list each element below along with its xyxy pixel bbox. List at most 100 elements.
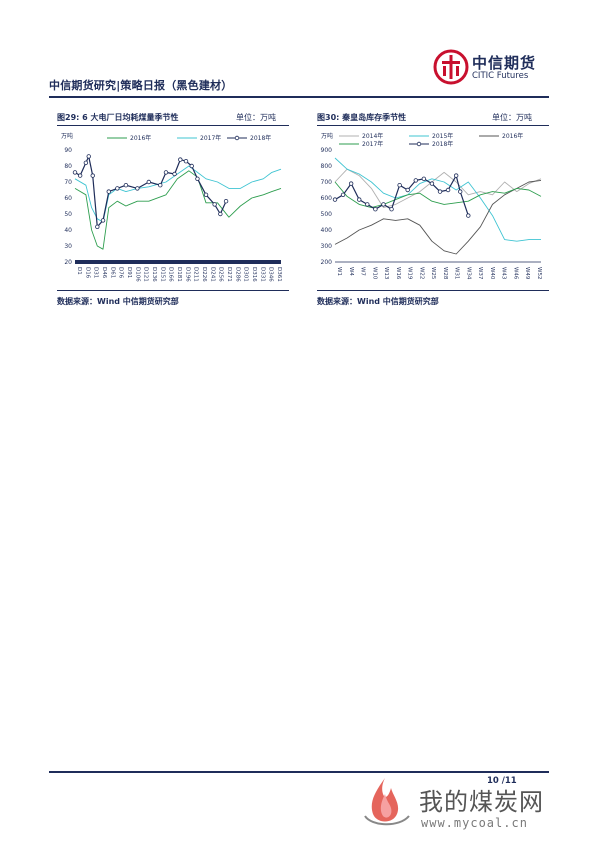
chart-0-xtick: D196 (184, 267, 190, 282)
series-line-2015年 (334, 157, 541, 242)
chart-1-xtick: W7 (360, 267, 366, 276)
legend-label-2018年: 2018年 (250, 134, 271, 142)
chart-0-ytick: 80 (64, 163, 72, 170)
chart-0-xtick: D301 (243, 267, 249, 282)
data-point-2018年 (381, 202, 386, 207)
flame-logo-icon (364, 778, 410, 826)
data-point-2018年 (453, 173, 459, 178)
chart-1-unit-label: 万吨 (321, 132, 333, 140)
data-point-2018年 (212, 202, 217, 207)
chart-1-xtick: W16 (395, 267, 401, 280)
logo-text-cn: 中信期货 (472, 54, 537, 72)
chart-1-xtick: W34 (465, 267, 471, 280)
data-point-2018年 (106, 189, 111, 194)
chart-0-xtick: D16 (84, 267, 90, 279)
data-point-2018年 (458, 189, 463, 194)
chart-0-xtick: D181 (176, 267, 182, 282)
series-line-2017年 (334, 181, 542, 209)
data-point-2018年 (373, 206, 378, 212)
chart-1-xtick: W4 (348, 267, 354, 276)
figure-29-unit: 单位：万吨 (236, 113, 276, 122)
data-point-2018年 (466, 213, 471, 218)
chart-0-xtick: D211 (193, 267, 199, 282)
chart-1-xtick: W28 (442, 267, 448, 280)
chart-0-xtick: D61 (109, 267, 115, 278)
chart-1-xtick: W43 (501, 267, 507, 280)
chart-0-xtick: D136 (151, 267, 157, 282)
chart-0-xtick: D241 (209, 267, 215, 282)
data-point-2018年 (405, 187, 410, 193)
data-point-2018年 (413, 178, 418, 183)
legend-label-2016年: 2016年 (502, 132, 523, 140)
data-point-2018年 (123, 183, 129, 188)
chart-0-xtick: D121 (143, 267, 149, 282)
chart-1-ytick: 800 (321, 163, 333, 170)
data-point-2018年 (348, 181, 354, 186)
chart-1-ytick: 600 (321, 195, 333, 202)
data-point-2018年 (203, 192, 209, 197)
data-point-2018年 (357, 197, 362, 202)
chart-1-xtick: W46 (512, 267, 518, 280)
chart-1-ytick: 400 (321, 227, 333, 234)
chart-0-unit-label: 万吨 (61, 132, 73, 140)
legend-label-2016年: 2016年 (130, 134, 151, 142)
legend-label-2017年: 2017年 (362, 140, 383, 148)
chart-1-xtick: W19 (407, 267, 413, 280)
chart-0-xtick: D151 (159, 267, 165, 282)
data-point-2018年 (115, 186, 120, 191)
data-point-2018年 (178, 157, 183, 162)
data-point-2018年 (340, 192, 346, 197)
chart-1-xtick: W25 (430, 267, 436, 280)
chart-0-xtick: D331 (259, 267, 265, 282)
chart-1-xtick: W52 (536, 267, 542, 279)
data-point-2018年 (83, 160, 89, 165)
data-point-2018年 (172, 171, 177, 177)
figure-30-title: 图30: 秦皇岛库存季节性 (317, 113, 407, 122)
chart-0-xtick: D256 (218, 267, 224, 282)
chart-1-xtick: W31 (454, 267, 460, 279)
data-point-2018年 (72, 170, 78, 175)
logo-text-en: CITIC Futures (472, 71, 529, 81)
chart-0-xtick: D286 (234, 267, 240, 282)
watermark-title: 我的煤炭网 (419, 788, 544, 816)
legend-label-2015年: 2015年 (432, 132, 453, 140)
data-point-2018年 (218, 211, 223, 217)
chart-1-xtick: W49 (524, 267, 530, 280)
chart-0-xtick: D76 (118, 267, 124, 279)
chart-1-xtick: W10 (371, 267, 377, 280)
chart-1-ytick: 900 (321, 147, 333, 154)
chart-0-ytick: 90 (64, 147, 72, 154)
chart-0-ytick: 70 (64, 179, 72, 186)
figure-29-top-rule (57, 125, 289, 126)
chart-0-ytick: 40 (64, 227, 72, 234)
chart-0-xtick: D346 (268, 267, 274, 282)
chart-0-xtick: D106 (134, 267, 140, 282)
data-point-2018年 (195, 176, 200, 181)
chart-1-xtick: W40 (489, 267, 495, 280)
data-point-2018年 (183, 159, 189, 164)
series-line-2016年 (74, 170, 282, 250)
legend-label-2017年: 2017年 (200, 134, 221, 142)
chart-0-ytick: 50 (64, 211, 72, 218)
data-point-2018年 (90, 173, 95, 178)
chart-0-xtick: D271 (226, 267, 232, 282)
figure-30-unit: 单位：万吨 (492, 113, 532, 122)
watermark-url: www.mycoal.cn (421, 816, 528, 830)
page-number: 10 /11 (487, 776, 517, 786)
data-point-2018年 (365, 202, 370, 207)
data-point-2018年 (95, 224, 100, 229)
series-line-2016年 (334, 179, 542, 255)
data-point-2018年 (421, 176, 427, 181)
chart-1-xtick: W22 (418, 267, 424, 279)
chart-1-ytick: 500 (321, 211, 333, 218)
legend-label-2018年: 2018年 (432, 140, 453, 148)
chart-1-xtick: W1 (336, 267, 342, 276)
chart-0-x-axis-band (75, 260, 281, 264)
chart-0-xtick: D46 (101, 267, 107, 279)
data-point-2018年 (332, 197, 338, 202)
data-point-2018年 (100, 218, 106, 223)
chart-0-xtick: D166 (168, 267, 174, 282)
chart-0-ytick: 30 (64, 243, 72, 250)
